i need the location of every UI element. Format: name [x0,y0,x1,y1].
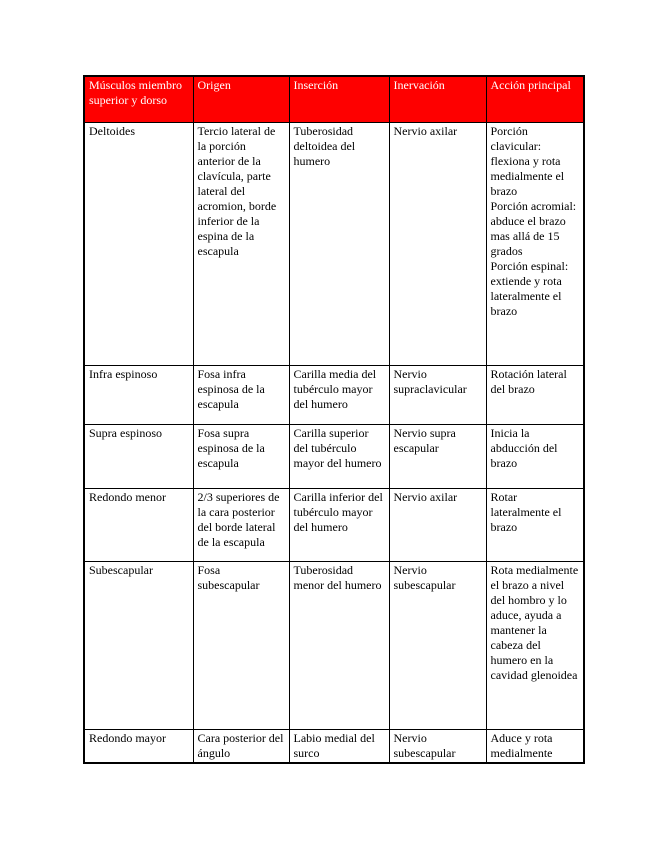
action-cell: Porción clavicular: flexiona y rota medi… [485,121,585,366]
table-row-supra-espinoso: Supra espinoso Fosa supra espinosa de la… [83,423,585,489]
column-header-musculos: Músculos miembro superior y dorso [83,75,194,123]
muscle-name-cell: Deltoides [83,121,194,366]
column-header-insercion: Inserción [288,75,390,123]
innervation-cell: Nervio axilar [388,487,487,562]
column-header-origen: Origen [192,75,290,123]
muscles-table: Músculos miembro superior y dorso Origen… [83,75,585,764]
insertion-cell: Carilla media del tubérculo mayor del hu… [288,364,390,425]
table-row-subescapular: Subescapular Fosa subescapular Tuberosid… [83,560,585,730]
action-cell: Rotar lateralmente el brazo [485,487,585,562]
insertion-cell: Carilla superior del tubérculo mayor del… [288,423,390,489]
innervation-cell: Nervio subescapular [388,560,487,730]
origin-cell: Tercio lateral de la porción anterior de… [192,121,290,366]
muscle-name-cell: Redondo menor [83,487,194,562]
innervation-cell: Nervio subescapular [388,728,487,763]
origin-cell: Cara posterior del ángulo [192,728,290,763]
column-header-accion-principal: Acción principal [485,75,585,123]
insertion-cell: Labio medial del surco [288,728,390,763]
insertion-cell: Carilla inferior del tubérculo mayor del… [288,487,390,562]
muscle-name-cell: Subescapular [83,560,194,730]
table-row-redondo-mayor: Redondo mayor Cara posterior del ángulo … [83,728,585,763]
origin-cell: Fosa infra espinosa de la escapula [192,364,290,425]
innervation-cell: Nervio axilar [388,121,487,366]
action-cell: Rota medialmente el brazo a nivel del ho… [485,560,585,730]
muscle-name-cell: Supra espinoso [83,423,194,489]
action-cell: Rotación lateral del brazo [485,364,585,425]
table-row-deltoides: Deltoides Tercio lateral de la porción a… [83,121,585,366]
action-cell: Inicia la abducción del brazo [485,423,585,489]
action-cell: Aduce y rota medialmente [485,728,585,763]
table-row-redondo-menor: Redondo menor 2/3 superiores de la cara … [83,487,585,562]
innervation-cell: Nervio supra escapular [388,423,487,489]
insertion-cell: Tuberosidad menor del humero [288,560,390,730]
insertion-cell: Tuberosidad deltoidea del humero [288,121,390,366]
origin-cell: Fosa supra espinosa de la escapula [192,423,290,489]
muscle-name-cell: Redondo mayor [83,728,194,763]
origin-cell: Fosa subescapular [192,560,290,730]
table-header-row: Músculos miembro superior y dorso Origen… [83,75,585,123]
table-row-infra-espinoso: Infra espinoso Fosa infra espinosa de la… [83,364,585,425]
muscle-name-cell: Infra espinoso [83,364,194,425]
column-header-inervacion: Inervación [388,75,487,123]
origin-cell: 2/3 superiores de la cara posterior del … [192,487,290,562]
innervation-cell: Nervio supraclavicular [388,364,487,425]
